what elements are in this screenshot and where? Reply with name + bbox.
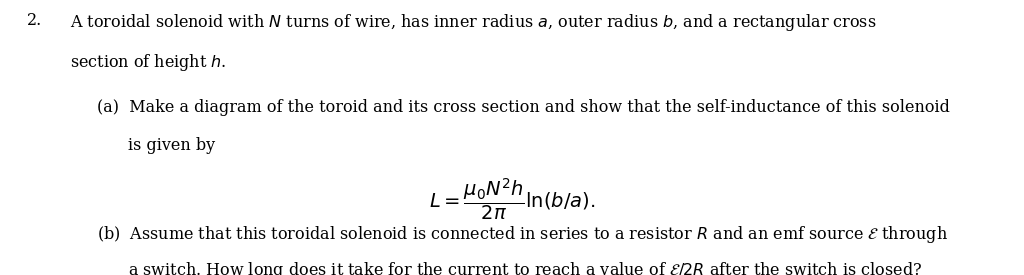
Text: a switch. How long does it take for the current to reach a value of $\mathcal{E}: a switch. How long does it take for the …	[128, 260, 923, 275]
Text: A toroidal solenoid with $N$ turns of wire, has inner radius $a$, outer radius $: A toroidal solenoid with $N$ turns of wi…	[70, 12, 877, 33]
Text: section of height $h$.: section of height $h$.	[70, 52, 226, 73]
Text: $L = \dfrac{\mu_0 N^2 h}{2\pi} \ln(b/a).$: $L = \dfrac{\mu_0 N^2 h}{2\pi} \ln(b/a).…	[429, 176, 595, 222]
Text: is given by: is given by	[128, 138, 215, 155]
Text: (a)  Make a diagram of the toroid and its cross section and show that the self-i: (a) Make a diagram of the toroid and its…	[97, 99, 950, 116]
Text: 2.: 2.	[27, 12, 42, 29]
Text: (b)  Assume that this toroidal solenoid is connected in series to a resistor $R$: (b) Assume that this toroidal solenoid i…	[97, 224, 948, 245]
